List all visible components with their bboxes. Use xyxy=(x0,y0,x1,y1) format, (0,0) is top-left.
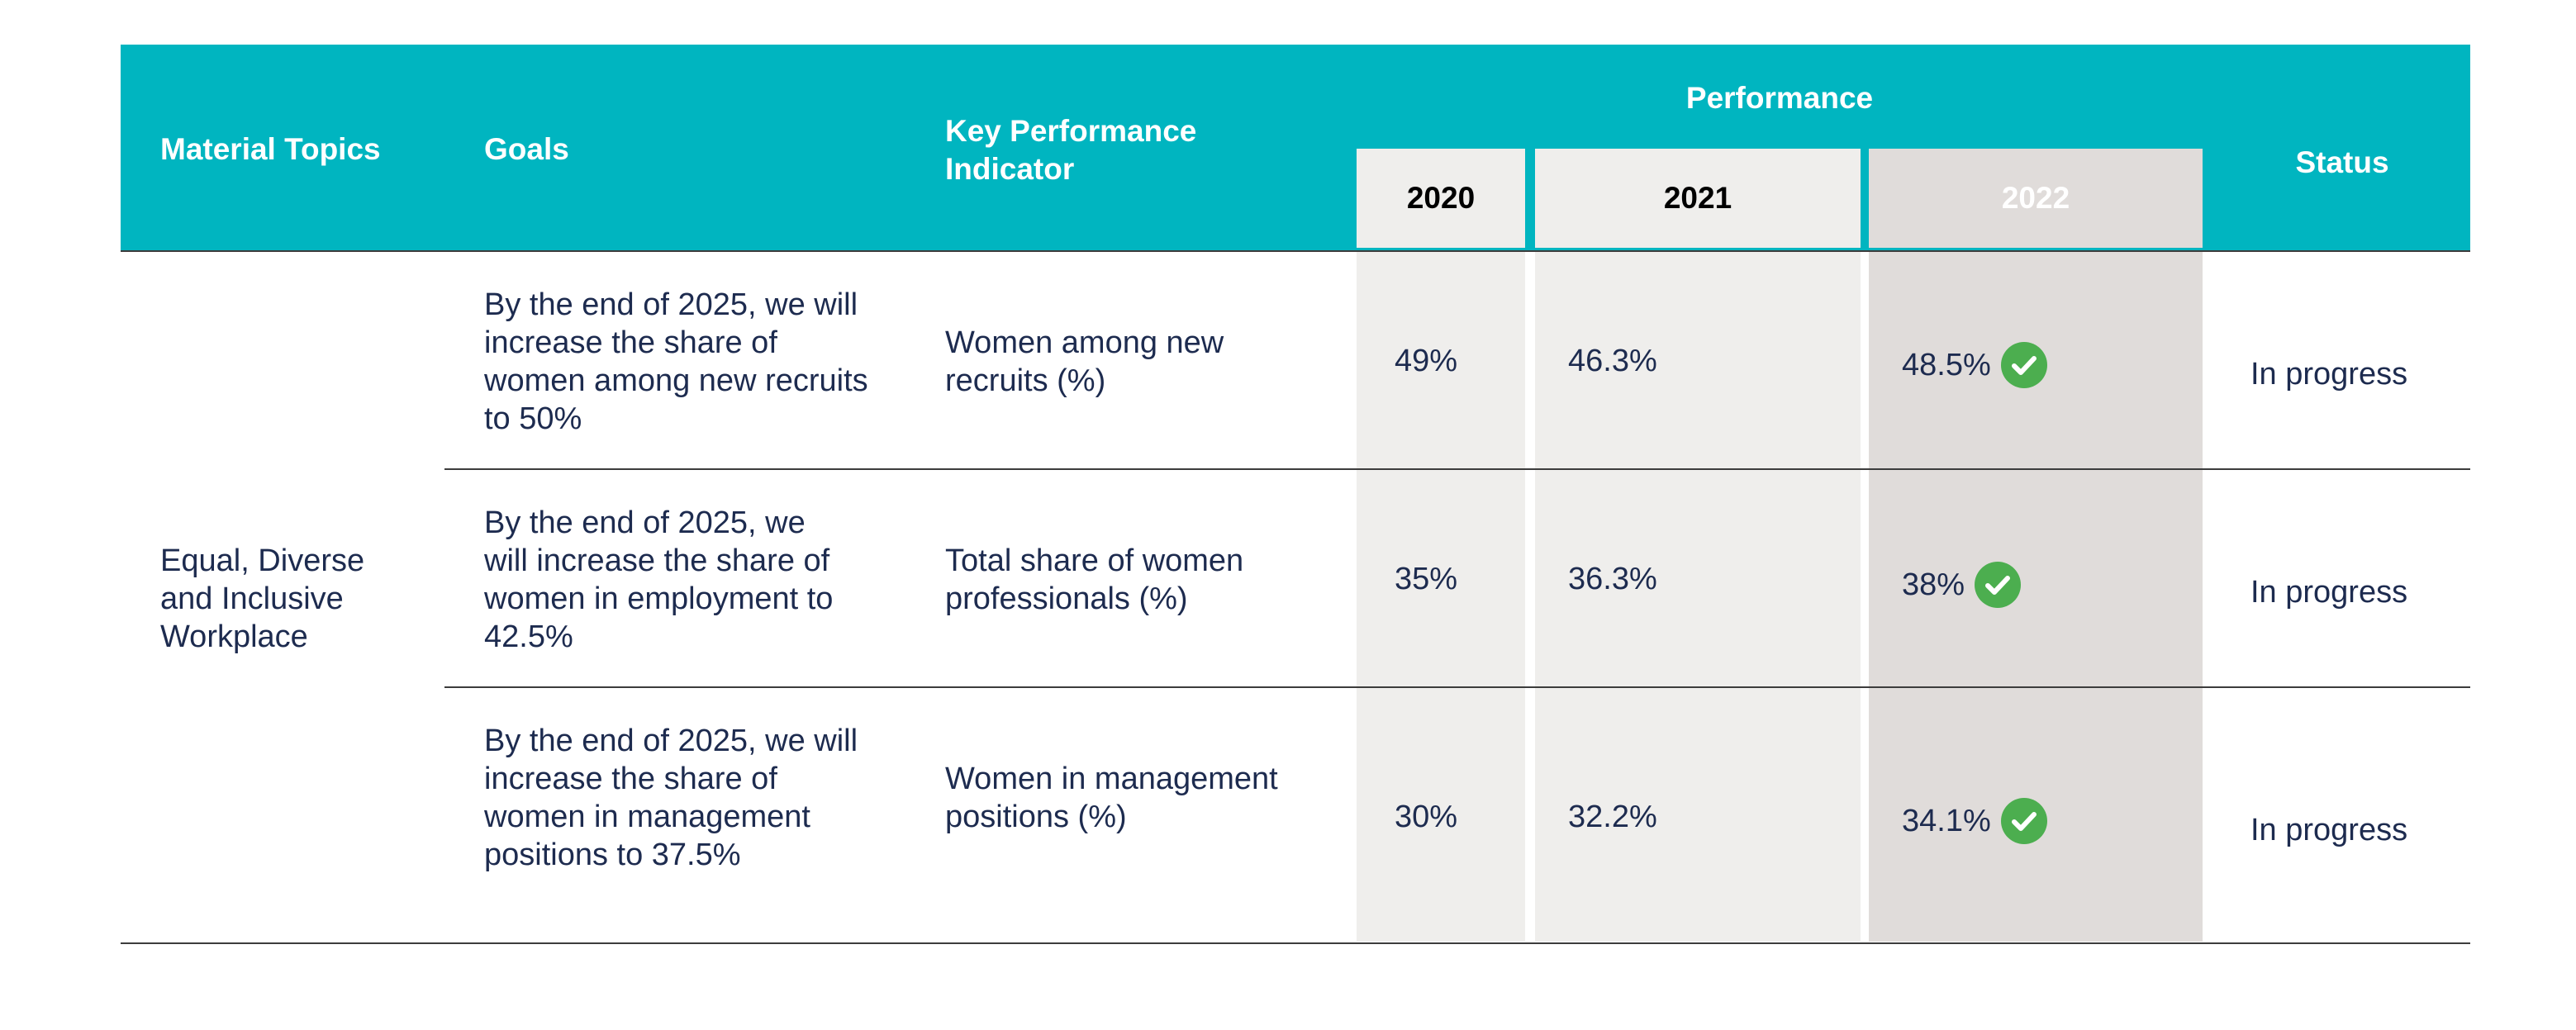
goal-text: By the end of 2025, we will increase the… xyxy=(484,724,858,872)
column-2021-background xyxy=(1535,251,1861,942)
goal-text: By the end of 2025, we will increase the… xyxy=(484,287,868,436)
header-year-2020: 2020 xyxy=(1357,149,1525,248)
value-2021: 32.2% xyxy=(1568,800,1657,834)
row-divider xyxy=(444,468,2470,470)
value-2021: 46.3% xyxy=(1568,344,1657,378)
header-status: Status xyxy=(2295,145,2389,179)
kpi-text: Total share of women professionals (%) xyxy=(945,543,1244,616)
check-circle-icon xyxy=(1975,562,2022,608)
header-rule xyxy=(121,250,2470,252)
check-circle-icon xyxy=(2000,798,2047,844)
column-2020-background xyxy=(1357,251,1525,942)
value-2020: 35% xyxy=(1395,562,1458,596)
value-2020: 49% xyxy=(1395,344,1458,378)
header-material-topics: Material Topics xyxy=(160,132,381,166)
header-performance: Performance xyxy=(1685,81,1874,115)
value-2022: 48.5% xyxy=(1902,348,1991,382)
status-text: In progress xyxy=(2250,357,2408,392)
value-2021: 36.3% xyxy=(1568,562,1657,596)
header-kpi: Key Performance Indicator xyxy=(945,114,1197,186)
status-text: In progress xyxy=(2250,575,2408,610)
value-2022-cell: 38% xyxy=(1902,562,2022,608)
status-text: In progress xyxy=(2250,813,2408,847)
value-2020: 30% xyxy=(1395,800,1458,834)
header-year-2022: 2022 xyxy=(1869,149,2203,248)
value-2022: 34.1% xyxy=(1902,804,1991,838)
kpi-text: Women among new recruits (%) xyxy=(945,325,1224,398)
value-2022-cell: 34.1% xyxy=(1902,798,2047,844)
kpi-text: Women in management positions (%) xyxy=(945,762,1278,834)
goal-text: By the end of 2025, we will increase the… xyxy=(484,506,834,654)
value-2022-cell: 48.5% xyxy=(1902,342,2047,388)
header-goals: Goals xyxy=(484,132,569,166)
row-divider xyxy=(444,686,2470,688)
check-circle-icon xyxy=(2000,342,2047,388)
material-topic: Equal, Diverse and Inclusive Workplace xyxy=(160,543,365,654)
value-2022: 38% xyxy=(1902,567,1965,602)
header-year-2021: 2021 xyxy=(1535,149,1861,248)
table-bottom-rule xyxy=(121,942,2470,944)
